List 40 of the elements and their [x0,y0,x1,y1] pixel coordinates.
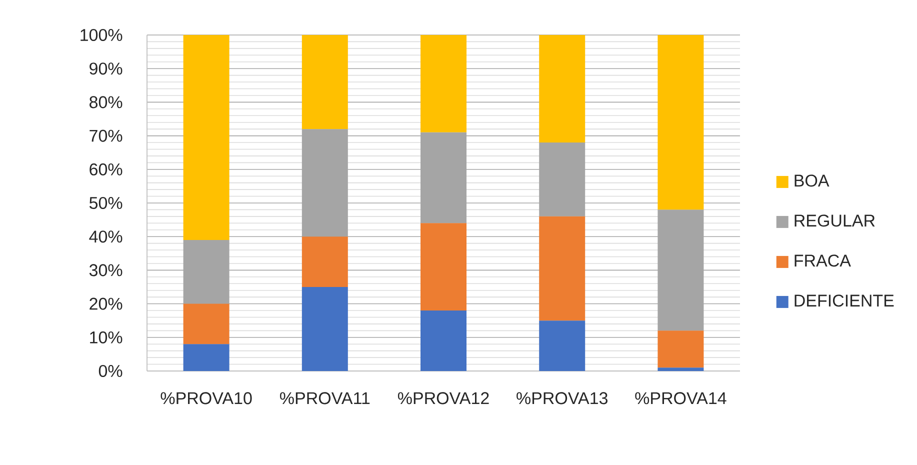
bar [302,34,348,130]
x-tick-label: %PROVA14 [635,392,726,404]
y-tick-label: 30% [89,264,122,276]
y-tick-label: 0% [98,364,122,378]
bar [658,210,704,331]
bar [539,34,586,143]
bar [539,320,586,371]
bar [658,330,704,368]
y-tick-label: 50% [89,196,122,210]
x-tick-label: %PROVA13 [516,392,608,404]
bar [183,34,230,240]
legend-label: FRACA [794,254,851,267]
bar [302,286,348,371]
bar [420,132,467,224]
bar [420,223,467,311]
y-tick-label: 100% [80,28,122,42]
bar [183,304,230,344]
y-tick-label: 40% [89,230,122,243]
legend-label: DEFICIENTE [794,294,894,307]
bar [183,344,230,371]
bar [302,236,348,287]
legend-label: REGULAR [794,214,875,227]
bar [183,240,230,304]
bar [539,142,586,216]
bar [658,368,704,371]
bar [539,216,586,321]
y-tick-label: 80% [90,96,122,108]
y-tick-label: 10% [90,331,122,344]
x-tick-label: %PROVA10 [160,392,252,404]
bar [658,34,704,210]
y-tick-label: 60% [90,163,122,176]
legend-label: BOA [794,174,830,187]
x-tick-label: %PROVA12 [398,392,489,404]
y-tick-label: 20% [90,298,122,310]
x-tick-label: %PROVA11 [280,392,370,404]
bar [420,34,467,132]
y-tick-label: 70% [90,130,122,142]
y-tick-label: 90% [90,62,122,75]
bar [420,310,467,371]
bar [302,129,348,237]
